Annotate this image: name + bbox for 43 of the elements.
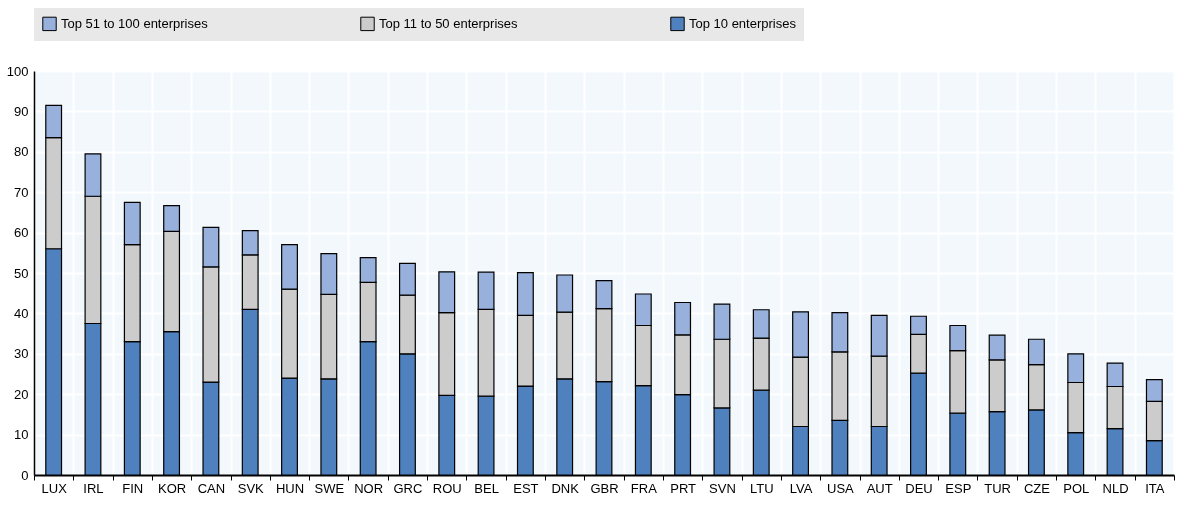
x-tick-label: BEL: [474, 480, 499, 496]
y-tick-label: 10: [14, 427, 29, 443]
x-tick-label: GRC: [393, 480, 423, 496]
x-tick-label: KOR: [158, 480, 187, 496]
x-tick-label: NOR: [354, 480, 384, 496]
x-tick-label: ESP: [945, 480, 972, 496]
y-tick-label: 50: [14, 265, 29, 281]
x-tick-label: TUR: [984, 480, 1011, 496]
x-tick-label: CAN: [197, 480, 226, 496]
x-tick-label: DNK: [551, 480, 580, 496]
y-tick-label: 60: [14, 225, 29, 241]
x-tick-label: FRA: [630, 480, 658, 496]
x-tick-label: CZE: [1023, 480, 1051, 496]
x-tick-label: FIN: [122, 480, 144, 496]
y-tick-label: 0: [21, 467, 29, 483]
x-tick-label: POL: [1063, 480, 1090, 496]
legend-label: Top 51 to 100 enterprises: [61, 15, 209, 31]
y-tick-label: 90: [14, 103, 29, 119]
x-tick-label: IRL: [83, 480, 104, 496]
y-tick-label: 70: [14, 184, 29, 200]
y-tick-label: 30: [14, 346, 29, 362]
x-tick-label: SWE: [314, 480, 345, 496]
y-tick-label: 80: [14, 144, 29, 160]
x-tick-label: LVA: [789, 480, 813, 496]
y-tick-label: 20: [14, 386, 29, 402]
x-tick-label: PRT: [670, 480, 697, 496]
legend-label: Top 10 enterprises: [689, 15, 797, 31]
x-tick-label: SVN: [709, 480, 736, 496]
x-tick-label: LUX: [41, 480, 68, 496]
x-tick-label: GBR: [590, 480, 619, 496]
x-tick-label: DEU: [905, 480, 933, 496]
x-tick-label: ROU: [432, 480, 462, 496]
x-tick-label: ITA: [1145, 480, 1165, 496]
x-tick-label: USA: [826, 480, 855, 496]
x-tick-label: EST: [513, 480, 539, 496]
x-tick-label: AUT: [866, 480, 893, 496]
x-tick-label: HUN: [275, 480, 305, 496]
x-tick-label: LTU: [749, 480, 774, 496]
y-tick-label: 100: [6, 63, 29, 79]
x-tick-label: NLD: [1102, 480, 1129, 496]
legend-label: Top 11 to 50 enterprises: [379, 15, 519, 31]
x-tick-label: SVK: [237, 480, 265, 496]
y-tick-label: 40: [14, 305, 29, 321]
